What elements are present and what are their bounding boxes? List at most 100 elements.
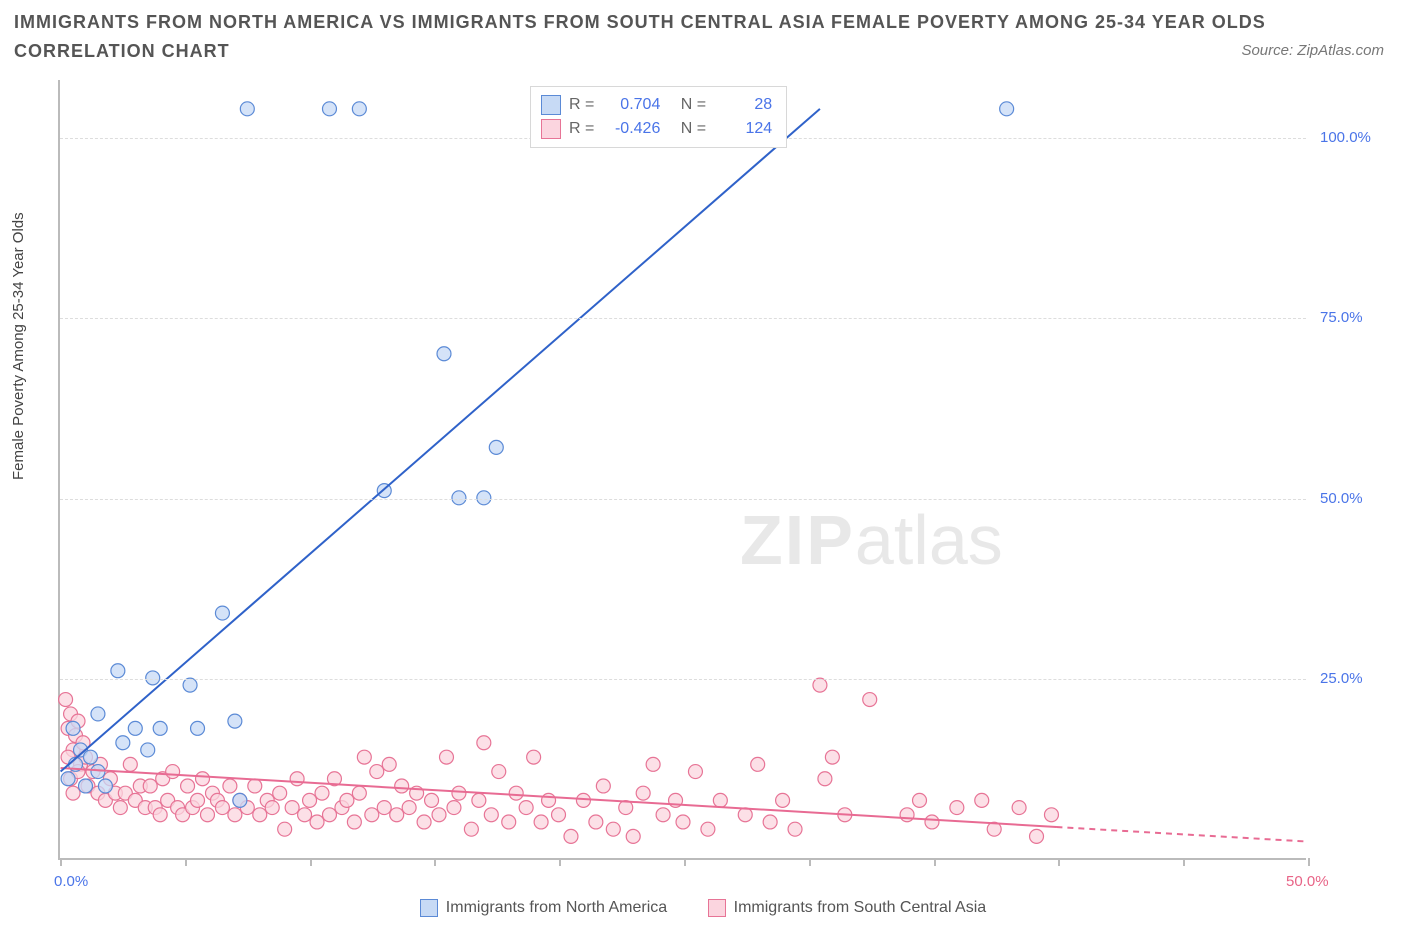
data-point: [925, 815, 939, 829]
data-point: [248, 779, 262, 793]
data-point: [447, 801, 461, 815]
data-point: [265, 801, 279, 815]
legend-swatch-pink: [708, 899, 726, 917]
chart-svg: [60, 80, 1306, 858]
data-point: [91, 707, 105, 721]
data-point: [233, 793, 247, 807]
gridline: [60, 679, 1306, 680]
data-point: [83, 750, 97, 764]
data-point: [123, 757, 137, 771]
data-point: [370, 765, 384, 779]
data-point: [390, 808, 404, 822]
data-point: [240, 102, 254, 116]
x-tick-mark: [310, 858, 312, 866]
data-point: [596, 779, 610, 793]
data-point: [542, 793, 556, 807]
chart-title-block: Immigrants from North America vs Immigra…: [14, 8, 1392, 66]
n-label-pink: N =: [681, 120, 706, 138]
r-label-blue: R =: [569, 96, 594, 114]
y-tick-label: 100.0%: [1320, 129, 1400, 146]
source-label: Source: ZipAtlas.com: [1241, 42, 1384, 59]
y-tick-label: 50.0%: [1320, 490, 1400, 507]
data-point: [818, 772, 832, 786]
data-point: [636, 786, 650, 800]
data-point: [606, 822, 620, 836]
x-tick-mark: [185, 858, 187, 866]
data-point: [751, 757, 765, 771]
data-point: [763, 815, 777, 829]
data-point: [285, 801, 299, 815]
data-point: [290, 772, 304, 786]
data-point: [527, 750, 541, 764]
y-tick-label: 75.0%: [1320, 309, 1400, 326]
data-point: [534, 815, 548, 829]
data-point: [900, 808, 914, 822]
data-point: [143, 779, 157, 793]
data-point: [228, 714, 242, 728]
data-point: [310, 815, 324, 829]
legend-item-pink: Immigrants from South Central Asia: [708, 899, 987, 917]
data-point: [191, 793, 205, 807]
n-label-blue: N =: [681, 96, 706, 114]
data-point: [98, 779, 112, 793]
stats-legend-box: R = 0.704 N = 28 R = -0.426 N = 124: [530, 86, 787, 148]
data-point: [303, 793, 317, 807]
trend-line: [61, 109, 820, 772]
data-point: [440, 750, 454, 764]
x-tick-mark: [434, 858, 436, 866]
data-point: [1030, 829, 1044, 843]
data-point: [425, 793, 439, 807]
data-point: [111, 664, 125, 678]
data-point: [223, 779, 237, 793]
data-point: [437, 347, 451, 361]
data-point: [79, 779, 93, 793]
legend-label-pink: Immigrants from South Central Asia: [734, 899, 987, 917]
data-point: [452, 786, 466, 800]
data-point: [776, 793, 790, 807]
data-point: [66, 721, 80, 735]
legend-item-blue: Immigrants from North America: [420, 899, 667, 917]
data-point: [913, 793, 927, 807]
data-point: [701, 822, 715, 836]
data-point: [253, 808, 267, 822]
data-point: [347, 815, 361, 829]
data-point: [278, 822, 292, 836]
data-point: [1044, 808, 1058, 822]
x-tick-mark: [1308, 858, 1310, 866]
data-point: [215, 606, 229, 620]
data-point: [365, 808, 379, 822]
data-point: [519, 801, 533, 815]
data-point: [66, 786, 80, 800]
x-tick-mark: [60, 858, 62, 866]
data-point: [322, 102, 336, 116]
data-point: [738, 808, 752, 822]
data-point: [564, 829, 578, 843]
data-point: [166, 765, 180, 779]
data-point: [357, 750, 371, 764]
data-point: [417, 815, 431, 829]
data-point: [228, 808, 242, 822]
n-value-blue: 28: [714, 96, 772, 114]
chart-title-line2: Correlation Chart: [14, 37, 1392, 66]
x-tick-mark: [1183, 858, 1185, 866]
data-point: [975, 793, 989, 807]
data-point: [552, 808, 566, 822]
swatch-pink: [541, 119, 561, 139]
data-point: [688, 765, 702, 779]
data-point: [484, 808, 498, 822]
data-point: [402, 801, 416, 815]
data-point: [153, 721, 167, 735]
data-point: [340, 793, 354, 807]
data-point: [59, 693, 73, 707]
data-point: [452, 491, 466, 505]
data-point: [489, 440, 503, 454]
data-point: [153, 808, 167, 822]
data-point: [273, 786, 287, 800]
data-point: [626, 829, 640, 843]
x-tick-mark: [559, 858, 561, 866]
data-point: [509, 786, 523, 800]
data-point: [128, 721, 142, 735]
chart-title-line1: Immigrants from North America vs Immigra…: [14, 8, 1392, 37]
stats-row-pink: R = -0.426 N = 124: [541, 117, 772, 141]
gridline: [60, 318, 1306, 319]
